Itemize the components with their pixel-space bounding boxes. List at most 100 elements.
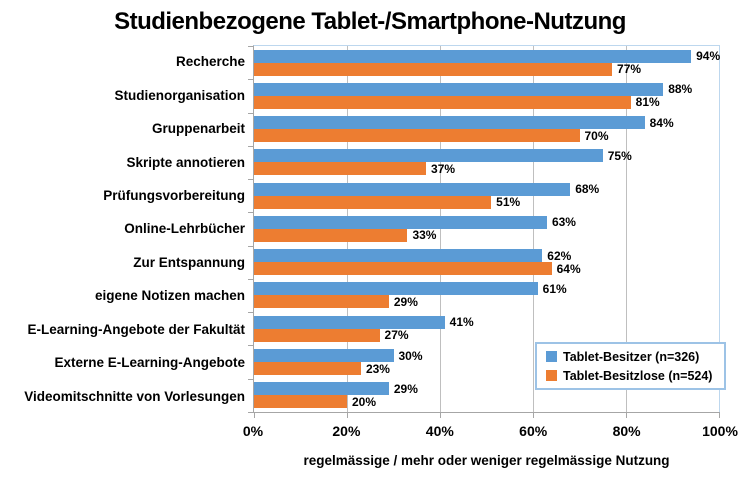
bar-value-label: 64% [556, 261, 581, 276]
x-axis-tick-label: 0% [242, 423, 264, 439]
chart-title: Studienbezogene Tablet-/Smartphone-Nutzu… [114, 8, 626, 35]
category-row: 63% 33% [254, 212, 719, 245]
bar-value-label: 70% [584, 128, 609, 143]
category-labels: Recherche Studienorganisation Gruppenarbei… [0, 45, 245, 413]
y-axis-tick [248, 79, 254, 81]
x-axis-tick-label: 60% [519, 423, 548, 439]
y-axis-tick [248, 245, 254, 247]
category-label: E-Learning-Angebote der Fakultät [27, 321, 245, 337]
bar-value-label: 30% [398, 348, 423, 363]
category-label: Gruppenarbeit [151, 121, 245, 137]
bar-value-label: 63% [551, 215, 576, 230]
y-axis-tick [248, 312, 254, 314]
bar-value-label: 77% [617, 62, 642, 77]
x-axis-tick-labels: 0% 20% 40% 60% 80% 100% [243, 423, 738, 441]
category-label: Prüfungsvorbereitung [103, 188, 245, 204]
x-axis-tick [626, 412, 627, 418]
x-axis-tick [440, 412, 441, 418]
gridline [626, 46, 627, 412]
bar-value-label: 29% [393, 294, 418, 309]
bar-tablet-besitzlose: 51% [254, 195, 520, 209]
bar-tablet-besitzlose: 77% [254, 62, 641, 76]
category-row: 84% 70% [254, 113, 719, 146]
bar-value-label: 41% [449, 315, 474, 330]
bar-tablet-besitzlose: 20% [254, 395, 376, 409]
category-label: Recherche [175, 54, 245, 70]
y-axis-tick [248, 46, 254, 47]
x-axis-title: regelmässige / mehr oder weniger regelmä… [303, 453, 670, 468]
category-row: 68% 51% [254, 179, 719, 212]
plot-area: 94% 77% 88% 81% 84% 70% 75% 37% 68% 51% 63% 33% 62% 6… [248, 45, 726, 418]
bar-rows: 94% 77% 88% 81% 84% 70% 75% 37% 68% 51% 63% 33% 62% 6… [254, 46, 720, 412]
bar-value-label: 23% [365, 361, 390, 376]
bar-tablet-besitzlose: 81% [254, 95, 660, 109]
bar-value-label: 37% [431, 161, 456, 176]
bar-tablet-besitzlose: 33% [254, 228, 436, 242]
category-label: Studienorganisation [114, 87, 245, 103]
y-axis-tick [248, 278, 254, 280]
bar-value-label: 75% [607, 148, 632, 163]
category-row: 75% 37% [254, 146, 719, 179]
category-row: 62% 64% [254, 246, 719, 279]
x-axis-tick [254, 412, 255, 418]
gridline [440, 46, 441, 412]
category-label: Online-Lehrbücher [124, 221, 245, 237]
x-axis-tick [533, 412, 534, 418]
x-axis-tick-label: 40% [425, 423, 454, 439]
bar-tablet-besitzlose: 64% [254, 262, 581, 276]
gridline [533, 46, 534, 412]
category-label: Skripte annotieren [126, 154, 245, 170]
bar-tablet-besitzlose: 27% [254, 328, 409, 342]
bar-value-label: 84% [649, 115, 674, 130]
bar-tablet-besitzer: 62% [254, 249, 571, 263]
bar-tablet-besitzer: 30% [254, 349, 423, 363]
y-axis-tick [248, 179, 254, 181]
bar-value-label: 81% [635, 95, 660, 110]
category-row: 61% 29% [254, 279, 719, 312]
legend-item-tablet-besitzlose: Tablet-Besitzlose (n=524) [546, 369, 722, 383]
bar-tablet-besitzlose: 70% [254, 129, 609, 143]
bar-tablet-besitzlose: 23% [254, 362, 390, 376]
y-axis-tick [248, 412, 254, 413]
x-axis-ticks [254, 46, 720, 418]
bar-tablet-besitzer: 88% [254, 82, 692, 96]
category-row: 29% 20% [254, 379, 719, 412]
y-axis-tick [248, 345, 254, 347]
bar-value-label: 27% [384, 328, 409, 343]
bar-value-label: 62% [547, 248, 572, 263]
y-axis-tick [248, 212, 254, 214]
bar-tablet-besitzer: 29% [254, 382, 418, 396]
category-label: Zur Entspannung [133, 254, 245, 270]
legend-label-tablet-besitzlose: Tablet-Besitzlose (n=524) [563, 368, 713, 383]
x-axis-tick-label: 80% [612, 423, 641, 439]
bar-value-label: 61% [542, 281, 567, 296]
y-axis-tick [248, 378, 254, 380]
category-label: Videomitschnitte von Vorlesungen [24, 388, 245, 404]
x-axis-tick [347, 412, 348, 418]
bar-tablet-besitzer: 63% [254, 215, 576, 229]
bar-value-label: 94% [696, 49, 721, 64]
bar-value-label: 20% [352, 394, 377, 409]
bar-value-label: 88% [668, 82, 693, 97]
legend-item-tablet-besitzer: Tablet-Besitzer (n=326) [546, 350, 722, 364]
bar-value-label: 51% [496, 195, 521, 210]
x-axis-tick [719, 412, 720, 418]
y-axis-tick [248, 112, 254, 114]
bar-tablet-besitzer: 94% [254, 49, 720, 63]
bar-tablet-besitzer: 61% [254, 282, 567, 296]
bar-value-label: 33% [412, 228, 437, 243]
legend-swatch-blue-icon [546, 351, 557, 362]
y-axis-ticks [248, 46, 719, 413]
legend: Tablet-Besitzer (n=326) Tablet-Besitzlos… [535, 342, 726, 390]
y-axis-tick [248, 145, 254, 147]
bar-value-label: 29% [393, 381, 418, 396]
bar-tablet-besitzer: 68% [254, 182, 599, 196]
x-axis-tick-label: 100% [702, 423, 738, 439]
category-row: 30% 23% [254, 345, 719, 378]
category-row: 94% 77% [254, 46, 720, 79]
bar-value-label: 68% [575, 182, 600, 197]
bar-tablet-besitzer: 41% [254, 315, 474, 329]
x-axis-tick-label: 20% [332, 423, 361, 439]
bar-tablet-besitzer: 75% [254, 149, 632, 163]
